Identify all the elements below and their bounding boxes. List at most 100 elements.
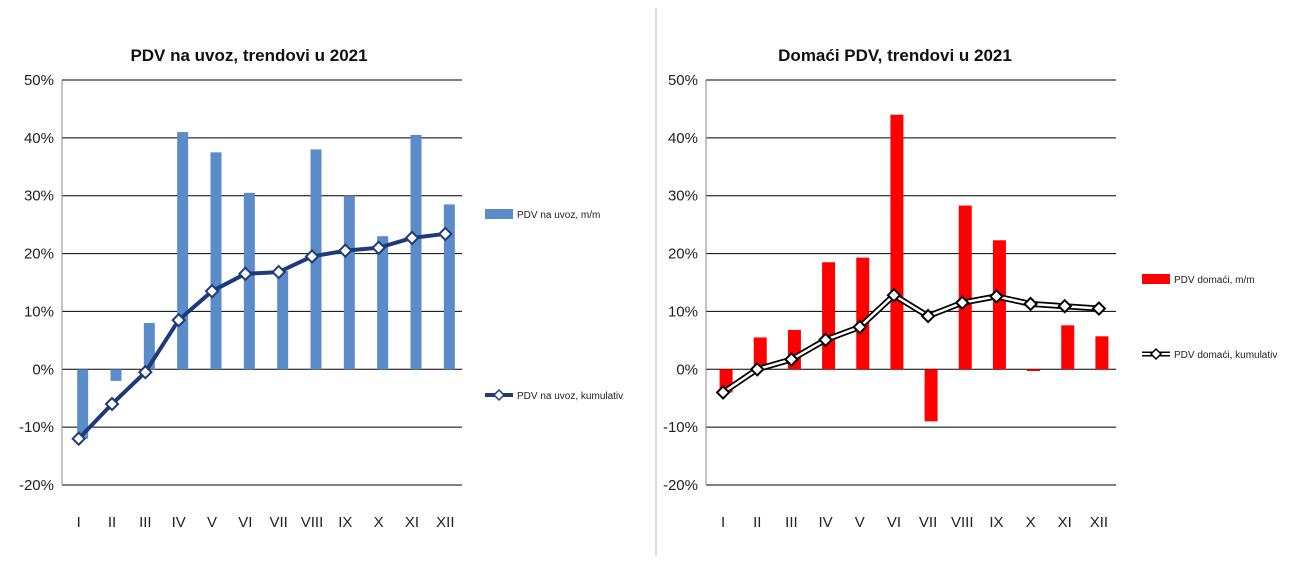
line-marker [171,312,187,328]
x-tick-label: XII [1090,514,1108,531]
x-tick-label: X [1026,514,1036,531]
y-tick-label: 50% [24,72,54,89]
line-marker [404,230,420,246]
line-marker [71,431,87,447]
line-marker [271,264,287,280]
import-vat-chart: PDV na uvoz, trendovi u 2021 50% 40% 30% 20… [19,46,623,531]
legend-bar-swatch [485,209,513,219]
line-marker [886,287,902,303]
legend-bar-label: PDV domaći, m/m [1174,275,1255,286]
bar [177,132,189,370]
y-tick-label: 0% [676,361,698,378]
x-tick-label: XII [436,514,454,531]
x-tick-label: V [207,514,217,531]
legend: PDV domaći, m/m PDV domaći, kumulativ [1142,274,1277,361]
bar [277,270,289,370]
x-tick-label: II [108,514,116,531]
line-marker [954,295,970,311]
x-tick-label: I [77,514,81,531]
y-tick-label: -10% [663,419,698,436]
bar [822,262,836,370]
x-tick-label: II [753,514,761,531]
line-marker [204,283,220,299]
legend-line-marker [492,388,506,402]
bar [856,257,870,370]
line-marker [852,319,868,335]
x-tick-label: VII [269,514,287,531]
bar [143,323,155,370]
legend-bar-swatch [1142,274,1170,284]
bar [753,337,767,370]
y-tick-label: 30% [24,188,54,205]
y-tick-label: 0% [32,361,54,378]
line-marker [371,240,387,256]
domestic-vat-chart: Domaći PDV, trendovi u 2021 50% 40% 30% 20%… [663,46,1277,531]
x-tick-label: I [721,514,725,531]
legend-line-marker [1149,347,1163,361]
line-marker [749,361,765,377]
cumulative-line [722,293,1100,394]
bar-series [719,114,1109,422]
x-tick-label: IX [989,514,1003,531]
y-tick-label: 10% [24,303,54,320]
bar [992,240,1006,370]
line-marker [784,352,799,367]
x-tick-label: III [139,514,152,531]
line-marker [237,266,253,282]
bar [924,369,938,422]
chart-title: Domaći PDV, trendovi u 2021 [778,46,1012,65]
bar [77,369,89,439]
bar [210,152,222,370]
x-tick-label: VII [919,514,937,531]
legend-line-label: PDV domaći, kumulativ [1174,350,1277,361]
x-tick-label: IX [338,514,352,531]
x-tick-label: V [855,514,865,531]
line-marker [1057,298,1073,314]
x-tick-label: III [785,514,798,531]
y-tick-label: 20% [24,246,54,263]
line-marker [818,332,833,348]
bar [410,134,422,370]
x-tick-label: VI [887,514,901,531]
line-marker [337,243,353,259]
bar [343,195,355,370]
y-tick-label: 40% [24,130,54,147]
bar-series [77,132,455,439]
y-tick-label: 10% [668,303,698,320]
bar [377,236,389,370]
bar [1027,369,1041,372]
legend-line-label: PDV na uvoz, kumulativ [517,391,623,402]
bar [443,204,455,370]
x-tick-label: IV [818,514,832,531]
x-tick-label: IV [172,514,186,531]
x-tick-label: VIII [301,514,324,531]
y-tick-label: 50% [668,72,698,89]
chart-title: PDV na uvoz, trendovi u 2021 [130,46,367,65]
bar [958,205,972,370]
line-marker [715,385,731,400]
y-tick-label: -10% [19,419,54,436]
bar [890,114,904,370]
cumulative-line [77,231,446,441]
x-tick-label: VIII [951,514,974,531]
gridlines [62,79,462,486]
line-series [71,226,453,447]
line-series [715,287,1107,400]
line-marker [1023,296,1038,312]
x-tick-label: VI [238,514,252,531]
y-tick-label: -20% [663,477,698,494]
gridlines [706,79,1116,486]
bar [243,192,255,370]
legend: PDV na uvoz, m/m PDV na uvoz, kumulativ [485,209,623,402]
x-tick-label: XI [1058,514,1072,531]
bar [1061,325,1075,370]
y-tick-label: 30% [668,188,698,205]
line-marker [989,288,1004,304]
line-marker [104,396,120,412]
line-marker [437,226,453,242]
x-tick-label: X [374,514,384,531]
line-marker [304,249,320,264]
line-marker [1091,301,1107,316]
line-marker [920,308,936,324]
